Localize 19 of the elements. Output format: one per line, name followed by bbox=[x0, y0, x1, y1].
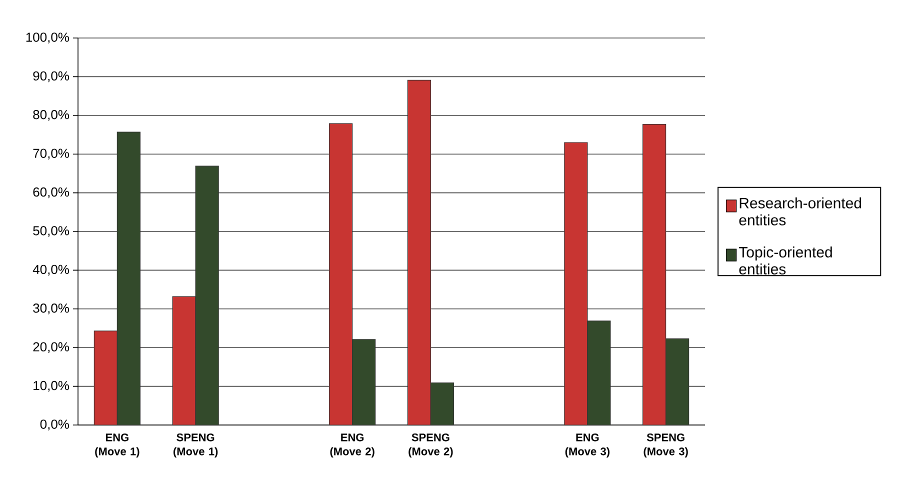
x-tick-label: SPENG (Move 1) bbox=[174, 434, 218, 458]
y-tick-label: 10,0% bbox=[34, 380, 70, 392]
legend-label: Research-oriented entities bbox=[739, 197, 862, 226]
y-tick-label: 70,0% bbox=[33, 148, 70, 160]
y-tick-label: 90,0% bbox=[33, 71, 70, 82]
x-tick-label: ENG (Move 2) bbox=[330, 434, 374, 458]
y-tick-label: 0,0% bbox=[40, 420, 70, 430]
y-tick-label: 40,0% bbox=[32, 264, 70, 276]
x-tick-label: ENG (Move 3) bbox=[565, 434, 610, 458]
x-tick-label: SPENG (Move 3) bbox=[644, 434, 688, 458]
y-tick-label: 50,0% bbox=[33, 226, 70, 237]
y-tick-label: 100,0% bbox=[26, 32, 70, 44]
x-tick-label: SPENG (Move 2) bbox=[408, 434, 453, 458]
x-tick-label: ENG (Move 1) bbox=[95, 434, 140, 458]
y-tick-label: 20,0% bbox=[33, 342, 70, 353]
y-tick-label: 80,0% bbox=[33, 110, 70, 121]
legend-label: Topic-oriented entities bbox=[738, 246, 832, 275]
y-tick-label: 60,0% bbox=[33, 187, 70, 198]
y-tick-label: 30,0% bbox=[33, 304, 70, 314]
